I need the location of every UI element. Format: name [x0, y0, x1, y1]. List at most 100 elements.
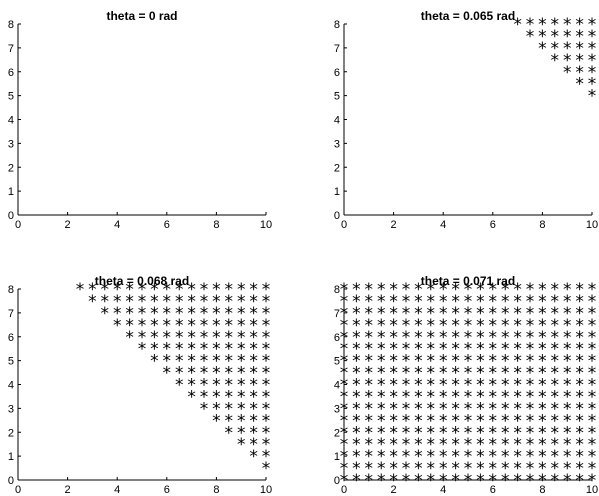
data-point: *: [200, 280, 209, 300]
data-point: *: [588, 75, 597, 95]
y-tick-label: 3: [8, 403, 14, 415]
data-point: *: [451, 280, 460, 300]
subplot-title: theta = 0.071 rad: [421, 274, 515, 288]
data-point: *: [212, 387, 221, 407]
y-tick-label: 3: [334, 403, 340, 415]
data-point: *: [113, 316, 122, 336]
data-point: *: [340, 423, 349, 443]
data-point: *: [439, 399, 448, 419]
data-point: *: [389, 304, 398, 324]
data-point: *: [575, 411, 584, 431]
data-point: *: [427, 376, 436, 396]
x-tick-label: 8: [213, 219, 219, 231]
data-point: *: [489, 364, 498, 384]
data-point: *: [427, 447, 436, 467]
data-point: *: [513, 435, 522, 455]
data-point: *: [377, 399, 386, 419]
y-tick-label: 2: [8, 427, 14, 439]
data-point: *: [464, 328, 473, 348]
data-point: *: [389, 340, 398, 360]
data-point: *: [489, 316, 498, 336]
data-point: *: [501, 387, 510, 407]
data-point: *: [340, 376, 349, 396]
data-point: *: [439, 471, 448, 491]
data-point: *: [476, 364, 485, 384]
data-point: *: [563, 471, 572, 491]
data-point: *: [526, 292, 535, 312]
data-point: *: [225, 340, 234, 360]
y-tick-label: 0: [8, 475, 14, 487]
data-point: *: [175, 304, 184, 324]
data-point: *: [563, 15, 572, 35]
data-point: *: [551, 51, 560, 71]
data-point: *: [501, 340, 510, 360]
data-point: *: [249, 411, 258, 431]
data-point: *: [451, 376, 460, 396]
data-point: *: [389, 280, 398, 300]
data-point: *: [365, 459, 374, 479]
data-point: *: [563, 328, 572, 348]
data-point: *: [125, 280, 134, 300]
data-point: *: [588, 292, 597, 312]
data-point: *: [551, 292, 560, 312]
y-tick-label: 5: [8, 91, 14, 103]
data-point: *: [402, 316, 411, 336]
data-point: *: [402, 352, 411, 372]
data-point: *: [439, 304, 448, 324]
data-point: *: [377, 376, 386, 396]
data-point: *: [212, 292, 221, 312]
data-point: *: [513, 423, 522, 443]
data-point: *: [513, 280, 522, 300]
y-tick-label: 4: [8, 115, 14, 127]
data-point: *: [352, 471, 361, 491]
data-point: *: [262, 459, 271, 479]
data-point: *: [212, 328, 221, 348]
data-point: *: [575, 39, 584, 59]
data-point: *: [451, 435, 460, 455]
data-point: *: [563, 399, 572, 419]
data-point: *: [588, 87, 597, 107]
data-point: *: [237, 387, 246, 407]
data-point: *: [538, 471, 547, 491]
data-point: *: [377, 328, 386, 348]
y-tick-label: 3: [334, 138, 340, 150]
data-point: *: [439, 364, 448, 384]
data-point: *: [427, 328, 436, 348]
x-tick-label: 0: [341, 484, 347, 496]
data-point: *: [476, 435, 485, 455]
data-point: *: [262, 292, 271, 312]
data-point: *: [200, 340, 209, 360]
data-point: *: [501, 423, 510, 443]
data-point: *: [513, 328, 522, 348]
data-point: *: [501, 435, 510, 455]
data-point: *: [563, 304, 572, 324]
data-point: *: [225, 304, 234, 324]
data-point: *: [464, 411, 473, 431]
data-point: *: [513, 340, 522, 360]
data-point: *: [538, 340, 547, 360]
data-point: *: [526, 364, 535, 384]
y-tick-label: 7: [8, 308, 14, 320]
data-point: *: [451, 387, 460, 407]
data-point: *: [414, 471, 423, 491]
data-point: *: [427, 399, 436, 419]
data-point: *: [551, 399, 560, 419]
data-point: *: [225, 376, 234, 396]
data-point: *: [200, 352, 209, 372]
x-tick-label: 2: [391, 219, 397, 231]
data-point: *: [249, 352, 258, 372]
data-point: *: [150, 292, 159, 312]
data-point: *: [249, 316, 258, 336]
data-point: *: [439, 292, 448, 312]
x-tick-label: 6: [490, 484, 496, 496]
data-point: *: [365, 292, 374, 312]
data-point: *: [451, 304, 460, 324]
data-point: *: [476, 459, 485, 479]
data-point: *: [262, 411, 271, 431]
data-point: *: [237, 364, 246, 384]
data-point: *: [113, 304, 122, 324]
data-point: *: [563, 376, 572, 396]
data-point: *: [262, 423, 271, 443]
data-point: *: [501, 459, 510, 479]
